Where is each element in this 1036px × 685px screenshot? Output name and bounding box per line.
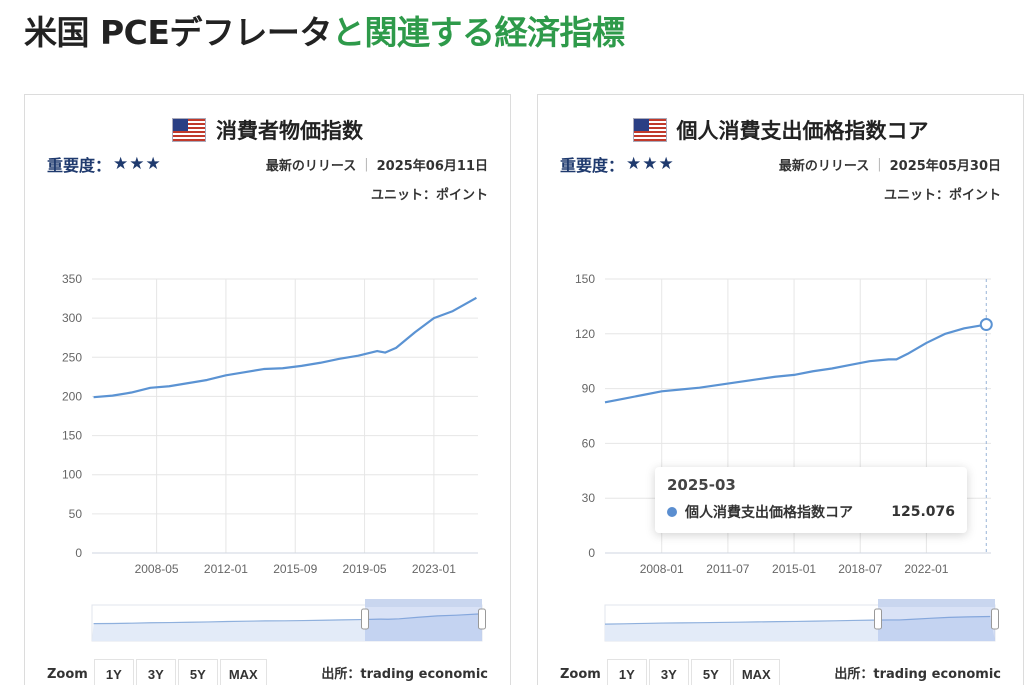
page-title-accent: と関連する経済指標: [331, 13, 625, 52]
y-tick-label: 350: [62, 272, 82, 286]
y-tick-label: 150: [575, 272, 595, 286]
release-label: 最新のリリース: [778, 158, 870, 174]
navigator-handle[interactable]: [478, 608, 486, 630]
zoom-3y-button[interactable]: 3Y: [135, 659, 176, 685]
hover-point-marker: [979, 318, 993, 332]
y-tick-label: 250: [62, 350, 82, 364]
release-date: 2025年06月11日: [376, 158, 488, 174]
zoom-5y-button[interactable]: 5Y: [690, 659, 731, 685]
navigator-area: [605, 616, 995, 641]
chart-tooltip: 2025-03 個人消費支出価格指数コア 125.076: [655, 467, 967, 533]
x-tick-label: 2008-05: [135, 562, 179, 576]
navigator-scrollbar: [365, 599, 482, 607]
y-tick-label: 120: [575, 327, 595, 341]
x-tick-label: 2015-09: [273, 562, 317, 576]
y-tick-label: 30: [582, 491, 596, 505]
zoom-max-button[interactable]: MAX: [219, 659, 267, 685]
page-title-main: 米国 PCEデフレータ: [24, 13, 332, 52]
zoom-1y-button[interactable]: 1Y: [93, 659, 134, 685]
release-separator: |: [877, 156, 882, 172]
navigator-handle[interactable]: [991, 608, 999, 630]
latest-release: 最新のリリース | 2025年05月30日: [779, 155, 1001, 174]
series-dot-icon: [667, 507, 677, 517]
card-header: 消費者物価指数: [25, 115, 510, 145]
tooltip-date: 2025-03: [667, 476, 736, 494]
zoom-3y-button[interactable]: 3Y: [648, 659, 689, 685]
navigator-scrollbar: [878, 599, 995, 607]
unit-label: ユニット：ポイント: [883, 188, 1001, 203]
latest-release: 最新のリリース | 2025年06月11日: [266, 155, 488, 174]
series-line: [604, 323, 987, 404]
us-flag-icon: [632, 118, 667, 142]
y-tick-label: 60: [582, 436, 596, 450]
y-tick-label: 50: [69, 507, 83, 521]
navigator-line: [604, 615, 991, 625]
navigator-handle[interactable]: [361, 608, 369, 630]
source-label: 出所：trading economic: [834, 667, 1001, 682]
x-tick-label: 2011-07: [706, 562, 749, 576]
zoom-controls: Zoom 1Y 3Y 5Y MAX: [560, 659, 780, 685]
tooltip-value: 125.076: [891, 504, 955, 520]
importance-label: 重要度：: [560, 156, 625, 175]
source-label: 出所：trading economic: [321, 667, 488, 682]
y-tick-label: 150: [62, 429, 82, 443]
y-tick-label: 300: [62, 311, 82, 325]
indicator-card-core-pce: 個人消費支出価格指数コア 重要度： ★★★ 最新のリリース | 2025年05月…: [537, 94, 1024, 685]
x-tick-label: 2015-01: [772, 562, 816, 576]
release-separator: |: [364, 156, 369, 172]
navigator-area: [92, 613, 482, 641]
importance-rating: 重要度： ★★★: [560, 152, 675, 176]
y-tick-label: 0: [588, 546, 595, 560]
x-tick-label: 2012-01: [204, 562, 248, 576]
release-date: 2025年05月30日: [889, 158, 1001, 174]
release-label: 最新のリリース: [265, 158, 357, 174]
series-line: [93, 296, 477, 399]
cpi-line-chart[interactable]: 0 50 100 150 200 250 300 350 2008-05 2012-01 2015-…: [25, 95, 512, 655]
importance-label: 重要度：: [47, 156, 112, 175]
zoom-controls: Zoom 1Y 3Y 5Y MAX: [47, 659, 267, 685]
x-tick-label: 2022-01: [904, 562, 948, 576]
navigator-line: [93, 613, 481, 625]
card-meta: 重要度： ★★★ 最新のリリース | 2025年05月30日: [560, 153, 1001, 175]
tooltip-row: 個人消費支出価格指数コア 125.076: [667, 502, 955, 522]
card-header: 個人消費支出価格指数コア: [538, 115, 1023, 145]
zoom-max-button[interactable]: MAX: [732, 659, 780, 685]
y-tick-label: 200: [62, 389, 82, 403]
x-tick-label: 2019-05: [343, 562, 387, 576]
zoom-1y-button[interactable]: 1Y: [606, 659, 647, 685]
zoom-label: Zoom: [47, 666, 88, 682]
zoom-5y-button[interactable]: 5Y: [177, 659, 218, 685]
indicator-card-cpi: 消費者物価指数 重要度： ★★★ 最新のリリース | 2025年06月11日 ユ…: [24, 94, 511, 685]
core-pce-line-chart[interactable]: 0 30 60 90 120 150 2008-01 2011-07 2015-01 2018-0…: [538, 95, 1025, 655]
us-flag-icon: [172, 118, 206, 142]
card-title: 個人消費支出価格指数コア: [676, 119, 929, 143]
x-tick-label: 2018-07: [838, 562, 882, 576]
navigator-handle[interactable]: [874, 608, 882, 630]
tooltip-series: 個人消費支出価格指数コア: [685, 505, 853, 521]
importance-stars: ★★★: [113, 154, 162, 174]
page-title: 米国 PCEデフレータと関連する経済指標: [24, 6, 625, 52]
card-meta: 重要度： ★★★ 最新のリリース | 2025年06月11日: [47, 153, 488, 175]
card-title: 消費者物価指数: [216, 119, 363, 143]
importance-rating: 重要度： ★★★: [47, 152, 162, 176]
y-tick-label: 0: [75, 546, 82, 560]
y-tick-label: 90: [582, 382, 596, 396]
x-tick-label: 2008-01: [640, 562, 684, 576]
unit-label: ユニット：ポイント: [370, 188, 488, 203]
y-tick-label: 100: [62, 468, 82, 482]
importance-stars: ★★★: [626, 154, 675, 174]
x-tick-label: 2023-01: [412, 562, 456, 576]
zoom-label: Zoom: [560, 666, 601, 682]
